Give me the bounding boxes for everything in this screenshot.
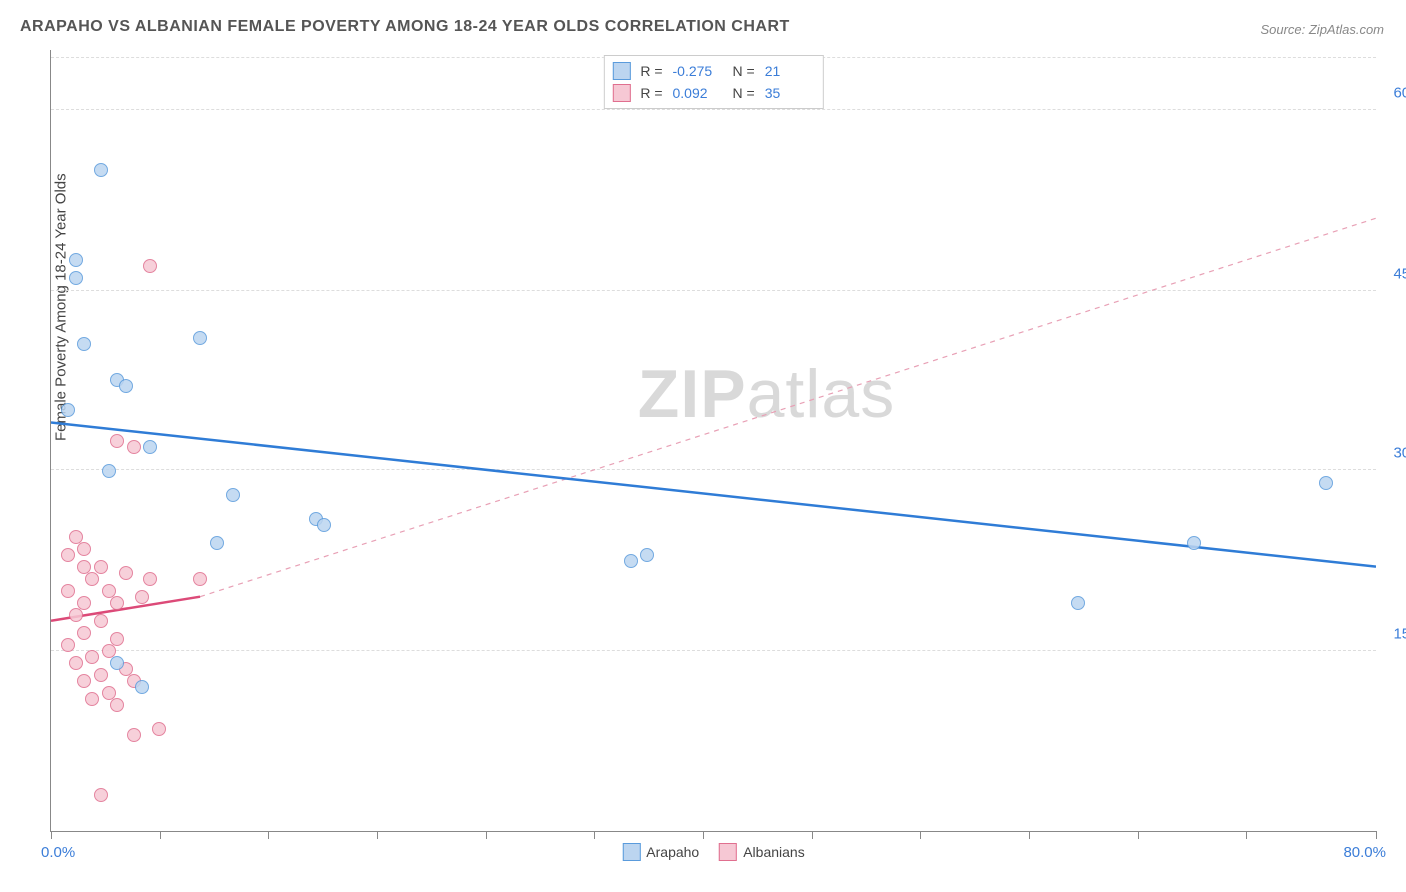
watermark: ZIPatlas: [638, 355, 895, 433]
watermark-light: atlas: [747, 356, 896, 432]
source-attribution: Source: ZipAtlas.com: [1260, 22, 1384, 37]
y-axis-label: Female Poverty Among 18-24 Year Olds: [53, 173, 70, 441]
r-value: 0.092: [673, 85, 723, 101]
n-label: N =: [733, 63, 755, 79]
x-axis-min-label: 0.0%: [41, 844, 75, 861]
data-point: [193, 331, 207, 345]
data-point: [94, 668, 108, 682]
data-point: [210, 536, 224, 550]
data-point: [77, 542, 91, 556]
data-point: [143, 440, 157, 454]
data-point: [152, 722, 166, 736]
x-axis-max-label: 80.0%: [1343, 844, 1386, 861]
data-point: [94, 788, 108, 802]
r-label: R =: [640, 63, 662, 79]
data-point: [143, 259, 157, 273]
series-legend-label: Albanians: [743, 844, 805, 860]
data-point: [317, 518, 331, 532]
data-point: [127, 440, 141, 454]
data-point: [85, 650, 99, 664]
data-point: [61, 584, 75, 598]
data-point: [226, 488, 240, 502]
legend-swatch: [612, 62, 630, 80]
y-tick-label: 30.0%: [1393, 445, 1406, 462]
data-point: [110, 698, 124, 712]
data-point: [1071, 596, 1085, 610]
data-point: [135, 680, 149, 694]
data-point: [94, 614, 108, 628]
data-point: [61, 548, 75, 562]
data-point: [119, 379, 133, 393]
n-label: N =: [733, 85, 755, 101]
legend-swatch: [612, 84, 630, 102]
data-point: [110, 434, 124, 448]
data-point: [77, 337, 91, 351]
data-point: [1187, 536, 1201, 550]
r-value: -0.275: [673, 63, 723, 79]
data-point: [143, 572, 157, 586]
data-point: [110, 656, 124, 670]
legend-swatch: [719, 843, 737, 861]
data-point: [85, 692, 99, 706]
data-point: [127, 728, 141, 742]
correlation-legend-row: R = -0.275 N = 21: [612, 60, 814, 82]
correlation-legend: R = -0.275 N = 21 R = 0.092 N = 35: [603, 55, 823, 109]
series-legend-item: Albanians: [719, 843, 805, 861]
data-point: [193, 572, 207, 586]
data-point: [69, 253, 83, 267]
correlation-legend-row: R = 0.092 N = 35: [612, 82, 814, 104]
series-legend-item: Arapaho: [622, 843, 699, 861]
y-tick-label: 15.0%: [1393, 625, 1406, 642]
data-point: [77, 674, 91, 688]
trendlines: [51, 50, 1376, 831]
data-point: [94, 163, 108, 177]
data-point: [61, 638, 75, 652]
n-value: 21: [765, 63, 815, 79]
data-point: [69, 271, 83, 285]
data-point: [77, 626, 91, 640]
data-point: [69, 608, 83, 622]
chart-title: ARAPAHO VS ALBANIAN FEMALE POVERTY AMONG…: [20, 18, 790, 36]
y-tick-label: 60.0%: [1393, 85, 1406, 102]
n-value: 35: [765, 85, 815, 101]
data-point: [1319, 476, 1333, 490]
data-point: [135, 590, 149, 604]
plot-area: ZIPatlas Female Poverty Among 18-24 Year…: [50, 50, 1376, 832]
data-point: [61, 403, 75, 417]
data-point: [624, 554, 638, 568]
data-point: [640, 548, 654, 562]
data-point: [102, 464, 116, 478]
data-point: [85, 572, 99, 586]
watermark-bold: ZIP: [638, 356, 747, 432]
data-point: [69, 656, 83, 670]
legend-swatch: [622, 843, 640, 861]
series-legend-label: Arapaho: [646, 844, 699, 860]
y-tick-label: 45.0%: [1393, 265, 1406, 282]
data-point: [77, 560, 91, 574]
r-label: R =: [640, 85, 662, 101]
series-legend: Arapaho Albanians: [622, 843, 804, 861]
data-point: [119, 566, 133, 580]
data-point: [110, 596, 124, 610]
